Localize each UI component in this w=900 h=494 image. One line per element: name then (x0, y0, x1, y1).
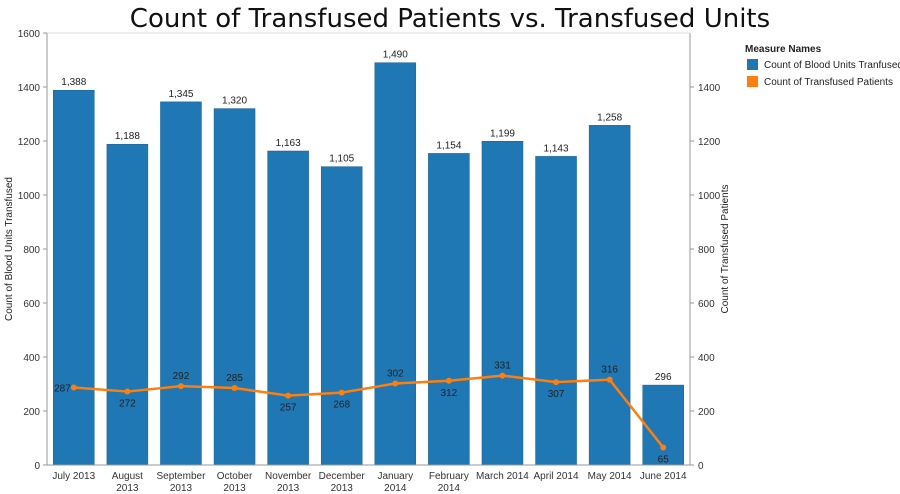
bar-3 (160, 101, 202, 466)
bar-value-label: 1,388 (61, 77, 86, 88)
bar-value-label: 1,188 (115, 131, 140, 142)
line-point-5 (285, 392, 292, 399)
right-tick-label: 1400 (698, 83, 721, 94)
line-value-label: 292 (173, 371, 190, 382)
line-value-label: 272 (119, 399, 136, 410)
bar-value-label: 1,105 (329, 154, 354, 165)
bar-8 (428, 153, 470, 466)
x-tick-label: January 2014 (378, 471, 414, 494)
bar-value-label: 1,345 (168, 89, 193, 100)
line-point-4 (231, 385, 238, 392)
legend: Measure Names Count of Blood Units Tranfu… (745, 44, 900, 88)
bar-4 (213, 108, 256, 466)
x-tick-label: June 2014 (640, 471, 687, 482)
bar-value-label: 1,320 (222, 96, 247, 107)
bar-value-label: 296 (655, 372, 672, 383)
bar-value-label: 1,490 (383, 50, 408, 61)
legend-swatch-1 (747, 59, 758, 70)
bar-7 (374, 62, 417, 466)
x-tick-label: May 2014 (588, 471, 632, 482)
line-point-1 (70, 384, 77, 391)
legend-label-2: Count of Transfused Patients (764, 77, 893, 88)
chart-title: Count of Transfused Patients vs. Transfu… (129, 4, 771, 34)
left-tick-label: 1200 (18, 137, 41, 148)
line-point-3 (177, 383, 184, 390)
line-value-label: 312 (441, 388, 458, 399)
bar-value-label: 1,163 (276, 138, 301, 149)
x-tick-label: April 2014 (534, 471, 579, 482)
x-tick-label: October 2013 (217, 471, 253, 494)
right-tick-label: 0 (698, 461, 704, 472)
line-point-12 (660, 444, 667, 451)
bar-12 (642, 384, 684, 466)
bar-value-label: 1,143 (544, 143, 569, 154)
bar-10 (535, 156, 577, 466)
legend-label-1: Count of Blood Units Tranfused (764, 60, 900, 71)
left-tick-label: 400 (23, 353, 40, 364)
line-value-label: 307 (548, 389, 565, 400)
line-series: 287 272 292 285 257 268 302 312 331 307 316 65 (54, 361, 669, 466)
left-tick-label: 1600 (18, 29, 41, 40)
left-tick-label: 200 (23, 407, 40, 418)
line-point-11 (606, 376, 613, 383)
bar-11 (588, 125, 631, 466)
left-tick-label: 800 (23, 245, 40, 256)
left-tick-label: 1000 (18, 191, 41, 202)
x-tick-label: December 2013 (319, 471, 366, 494)
line-value-label: 331 (494, 361, 511, 372)
bar-6 (320, 166, 363, 466)
bar-1 (53, 89, 95, 466)
line-value-label: 65 (658, 454, 670, 465)
bar-value-label: 1,154 (436, 140, 461, 151)
line-point-7 (392, 380, 399, 387)
left-tick-label: 0 (34, 461, 40, 472)
x-tick-label: March 2014 (476, 471, 529, 482)
patients-line (73, 374, 665, 449)
line-value-label: 316 (601, 365, 618, 376)
line-point-6 (338, 389, 345, 396)
line-value-label: 285 (226, 373, 243, 384)
x-tick-label: September 2013 (156, 471, 206, 494)
right-axis-title: Count of Transfused Patients (720, 185, 731, 314)
left-tick-label: 1400 (18, 83, 41, 94)
legend-swatch-2 (747, 76, 758, 87)
bar-value-label: 1,258 (597, 112, 622, 123)
axes: 0 200 400 600 800 1000 1200 1400 1600 0 200 400 600 8… (4, 29, 731, 494)
right-tick-label: 600 (698, 299, 715, 310)
plot-area (47, 33, 690, 465)
bar-9 (481, 141, 524, 466)
bar-5 (267, 150, 309, 466)
x-tick-label: November 2013 (265, 471, 312, 494)
left-axis-title: Count of Blood Units Transfused (4, 177, 15, 321)
bar-2 (106, 143, 149, 466)
legend-title: Measure Names (745, 44, 822, 55)
x-tick-label: February 2014 (429, 471, 469, 494)
right-tick-label: 1200 (698, 137, 721, 148)
line-point-8 (445, 377, 452, 384)
line-value-label: 287 (54, 384, 71, 395)
left-tick-label: 600 (23, 299, 40, 310)
right-tick-label: 200 (698, 407, 715, 418)
right-tick-label: 800 (698, 245, 715, 256)
line-value-label: 268 (333, 400, 350, 411)
x-tick-label: August 2013 (112, 471, 143, 494)
bar-series: 1,388 1,188 1,345 1,320 1,163 1,105 1,490 1,154… (53, 50, 684, 466)
x-tick-label: July 2013 (52, 471, 95, 482)
bar-value-label: 1,199 (490, 128, 515, 139)
right-tick-label: 400 (698, 353, 715, 364)
line-point-2 (124, 388, 131, 395)
line-value-label: 302 (387, 368, 404, 379)
line-point-10 (553, 379, 560, 386)
line-point-9 (499, 372, 506, 379)
plot-background (47, 33, 690, 465)
line-value-label: 257 (280, 403, 297, 414)
right-tick-label: 1000 (698, 191, 721, 202)
